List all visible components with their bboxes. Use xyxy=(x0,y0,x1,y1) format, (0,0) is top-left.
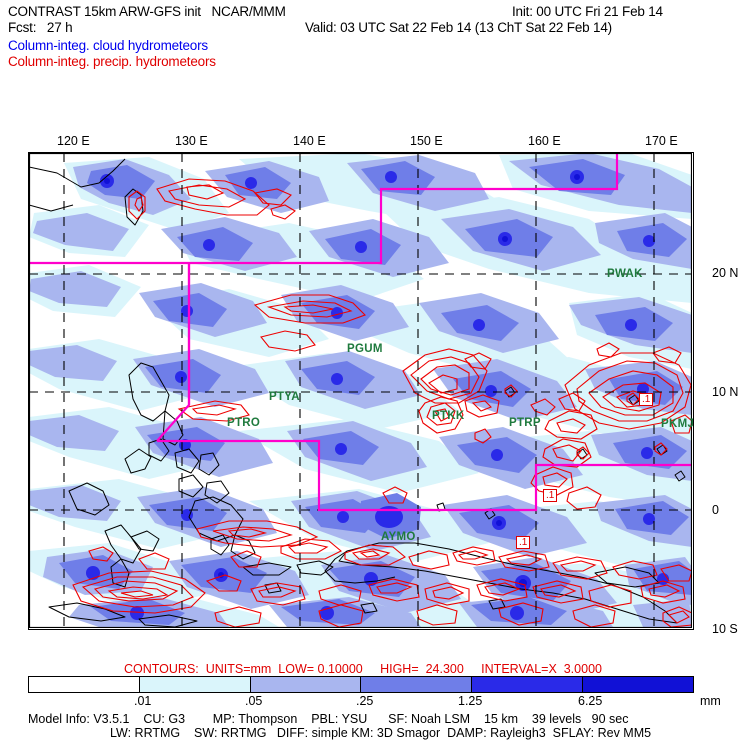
forecast-map[interactable]: PWAK PGUM PTYA PTRO PTKK PTRP PKMJ AYMO … xyxy=(28,152,694,630)
contour-value-label: .1 xyxy=(516,536,531,549)
station-label-pgum: PGUM xyxy=(347,343,383,355)
station-label-aymo: AYMO xyxy=(381,531,416,543)
station-label-ptkk: PTKK xyxy=(432,410,465,422)
colorbar-tick-label: 1.25 xyxy=(458,694,483,708)
header-forecast-hour: Fcst: 27 h xyxy=(8,20,73,35)
contour-value-label: .1 xyxy=(543,489,558,502)
lat-tick-label: 0 xyxy=(712,503,719,517)
colorbar-tick-label: .25 xyxy=(356,694,374,708)
colorbar-segment-5 xyxy=(472,677,584,692)
lat-lon-grid xyxy=(29,153,692,628)
station-label-ptrp: PTRP xyxy=(509,417,541,429)
station-label-pkmj: PKMJ xyxy=(661,418,694,430)
lon-tick-label: 120 E xyxy=(57,134,90,148)
lat-tick-label: 20 N xyxy=(712,266,739,280)
lon-tick-label: 130 E xyxy=(175,134,208,148)
lon-tick-label: 160 E xyxy=(528,134,561,148)
header-title-left: CONTRAST 15km ARW-GFS init NCAR/MMM xyxy=(8,4,286,19)
station-label-pwak: PWAK xyxy=(607,268,643,280)
station-label-ptya: PTYA xyxy=(269,391,300,403)
lon-tick-label: 170 E xyxy=(645,134,678,148)
lat-tick-label: 10 S xyxy=(712,622,738,636)
legend-precip-label: Column-integ. precip. hydrometeors xyxy=(8,54,216,69)
colorbar-segment-1 xyxy=(29,677,140,692)
colorbar-segment-4 xyxy=(361,677,473,692)
contour-value-label: .1 xyxy=(639,393,654,406)
lat-tick-label: 10 N xyxy=(712,385,739,399)
header-init-time: Init: 00 UTC Fri 21 Feb 14 xyxy=(512,4,663,19)
colorbar-tick-label: .05 xyxy=(245,694,263,708)
colorbar-segment-3 xyxy=(250,677,362,692)
precip-hydrometeor-contours xyxy=(72,178,692,628)
legend-cloud-label: Column-integ. cloud hydrometeors xyxy=(8,38,208,53)
colorbar-unit-label: mm xyxy=(700,694,721,708)
colorbar xyxy=(28,676,694,693)
model-info-row-2: LW: RRTMG SW: RRTMG DIFF: simple KM: 3D … xyxy=(110,726,652,740)
colorbar-tick-label: .01 xyxy=(134,694,152,708)
map-frame: PWAK PGUM PTYA PTRO PTKK PTRP PKMJ AYMO … xyxy=(28,152,694,630)
lon-tick-label: 140 E xyxy=(293,134,326,148)
colorbar-segment-6 xyxy=(583,677,693,692)
domain-boundary xyxy=(29,153,692,512)
header-valid-time: Valid: 03 UTC Sat 22 Feb 14 (13 ChT Sat … xyxy=(305,20,612,35)
colorbar-segment-2 xyxy=(139,677,251,692)
station-label-ptro: PTRO xyxy=(227,417,261,429)
map-canvas xyxy=(29,153,692,628)
colorbar-tick-label: 6.25 xyxy=(578,694,603,708)
lon-tick-label: 150 E xyxy=(410,134,443,148)
model-info-row-1: Model Info: V3.5.1 CU: G3 MP: Thompson P… xyxy=(28,712,629,726)
contour-info-line: CONTOURS: UNITS=mm LOW= 0.10000 HIGH= 24… xyxy=(124,662,602,676)
